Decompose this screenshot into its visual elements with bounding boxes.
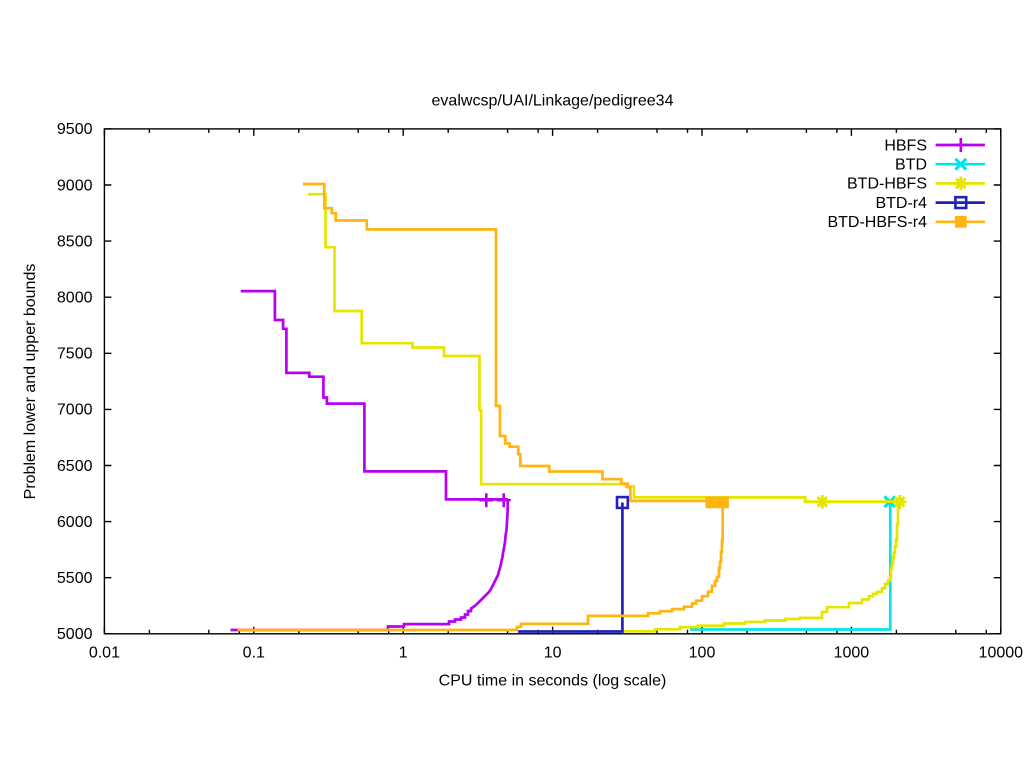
svg-text:10000: 10000 bbox=[979, 645, 1024, 662]
svg-text:BTD: BTD bbox=[895, 157, 927, 174]
svg-text:6500: 6500 bbox=[57, 458, 93, 475]
svg-text:0.01: 0.01 bbox=[89, 645, 120, 662]
svg-text:CPU time in seconds (log scale: CPU time in seconds (log scale) bbox=[439, 673, 667, 690]
svg-text:HBFS: HBFS bbox=[884, 137, 927, 154]
svg-text:8500: 8500 bbox=[57, 233, 93, 250]
svg-text:1: 1 bbox=[399, 645, 408, 662]
svg-text:BTD-HBFS-r4: BTD-HBFS-r4 bbox=[827, 214, 927, 231]
svg-text:10: 10 bbox=[544, 645, 562, 662]
svg-text:7000: 7000 bbox=[57, 402, 93, 419]
svg-text:1000: 1000 bbox=[834, 645, 870, 662]
svg-text:0.1: 0.1 bbox=[243, 645, 265, 662]
svg-text:8000: 8000 bbox=[57, 290, 93, 307]
svg-text:5000: 5000 bbox=[57, 626, 93, 643]
svg-text:BTD-r4: BTD-r4 bbox=[875, 195, 927, 212]
svg-text:evalwcsp/UAI/Linkage/pedigree3: evalwcsp/UAI/Linkage/pedigree34 bbox=[432, 93, 674, 110]
svg-text:Problem lower and upper bounds: Problem lower and upper bounds bbox=[22, 264, 39, 500]
svg-text:BTD-HBFS: BTD-HBFS bbox=[847, 176, 927, 193]
svg-text:9500: 9500 bbox=[57, 121, 93, 138]
svg-text:5500: 5500 bbox=[57, 570, 93, 587]
svg-text:7500: 7500 bbox=[57, 346, 93, 363]
svg-text:9000: 9000 bbox=[57, 177, 93, 194]
svg-text:6000: 6000 bbox=[57, 514, 93, 531]
svg-text:100: 100 bbox=[689, 645, 716, 662]
